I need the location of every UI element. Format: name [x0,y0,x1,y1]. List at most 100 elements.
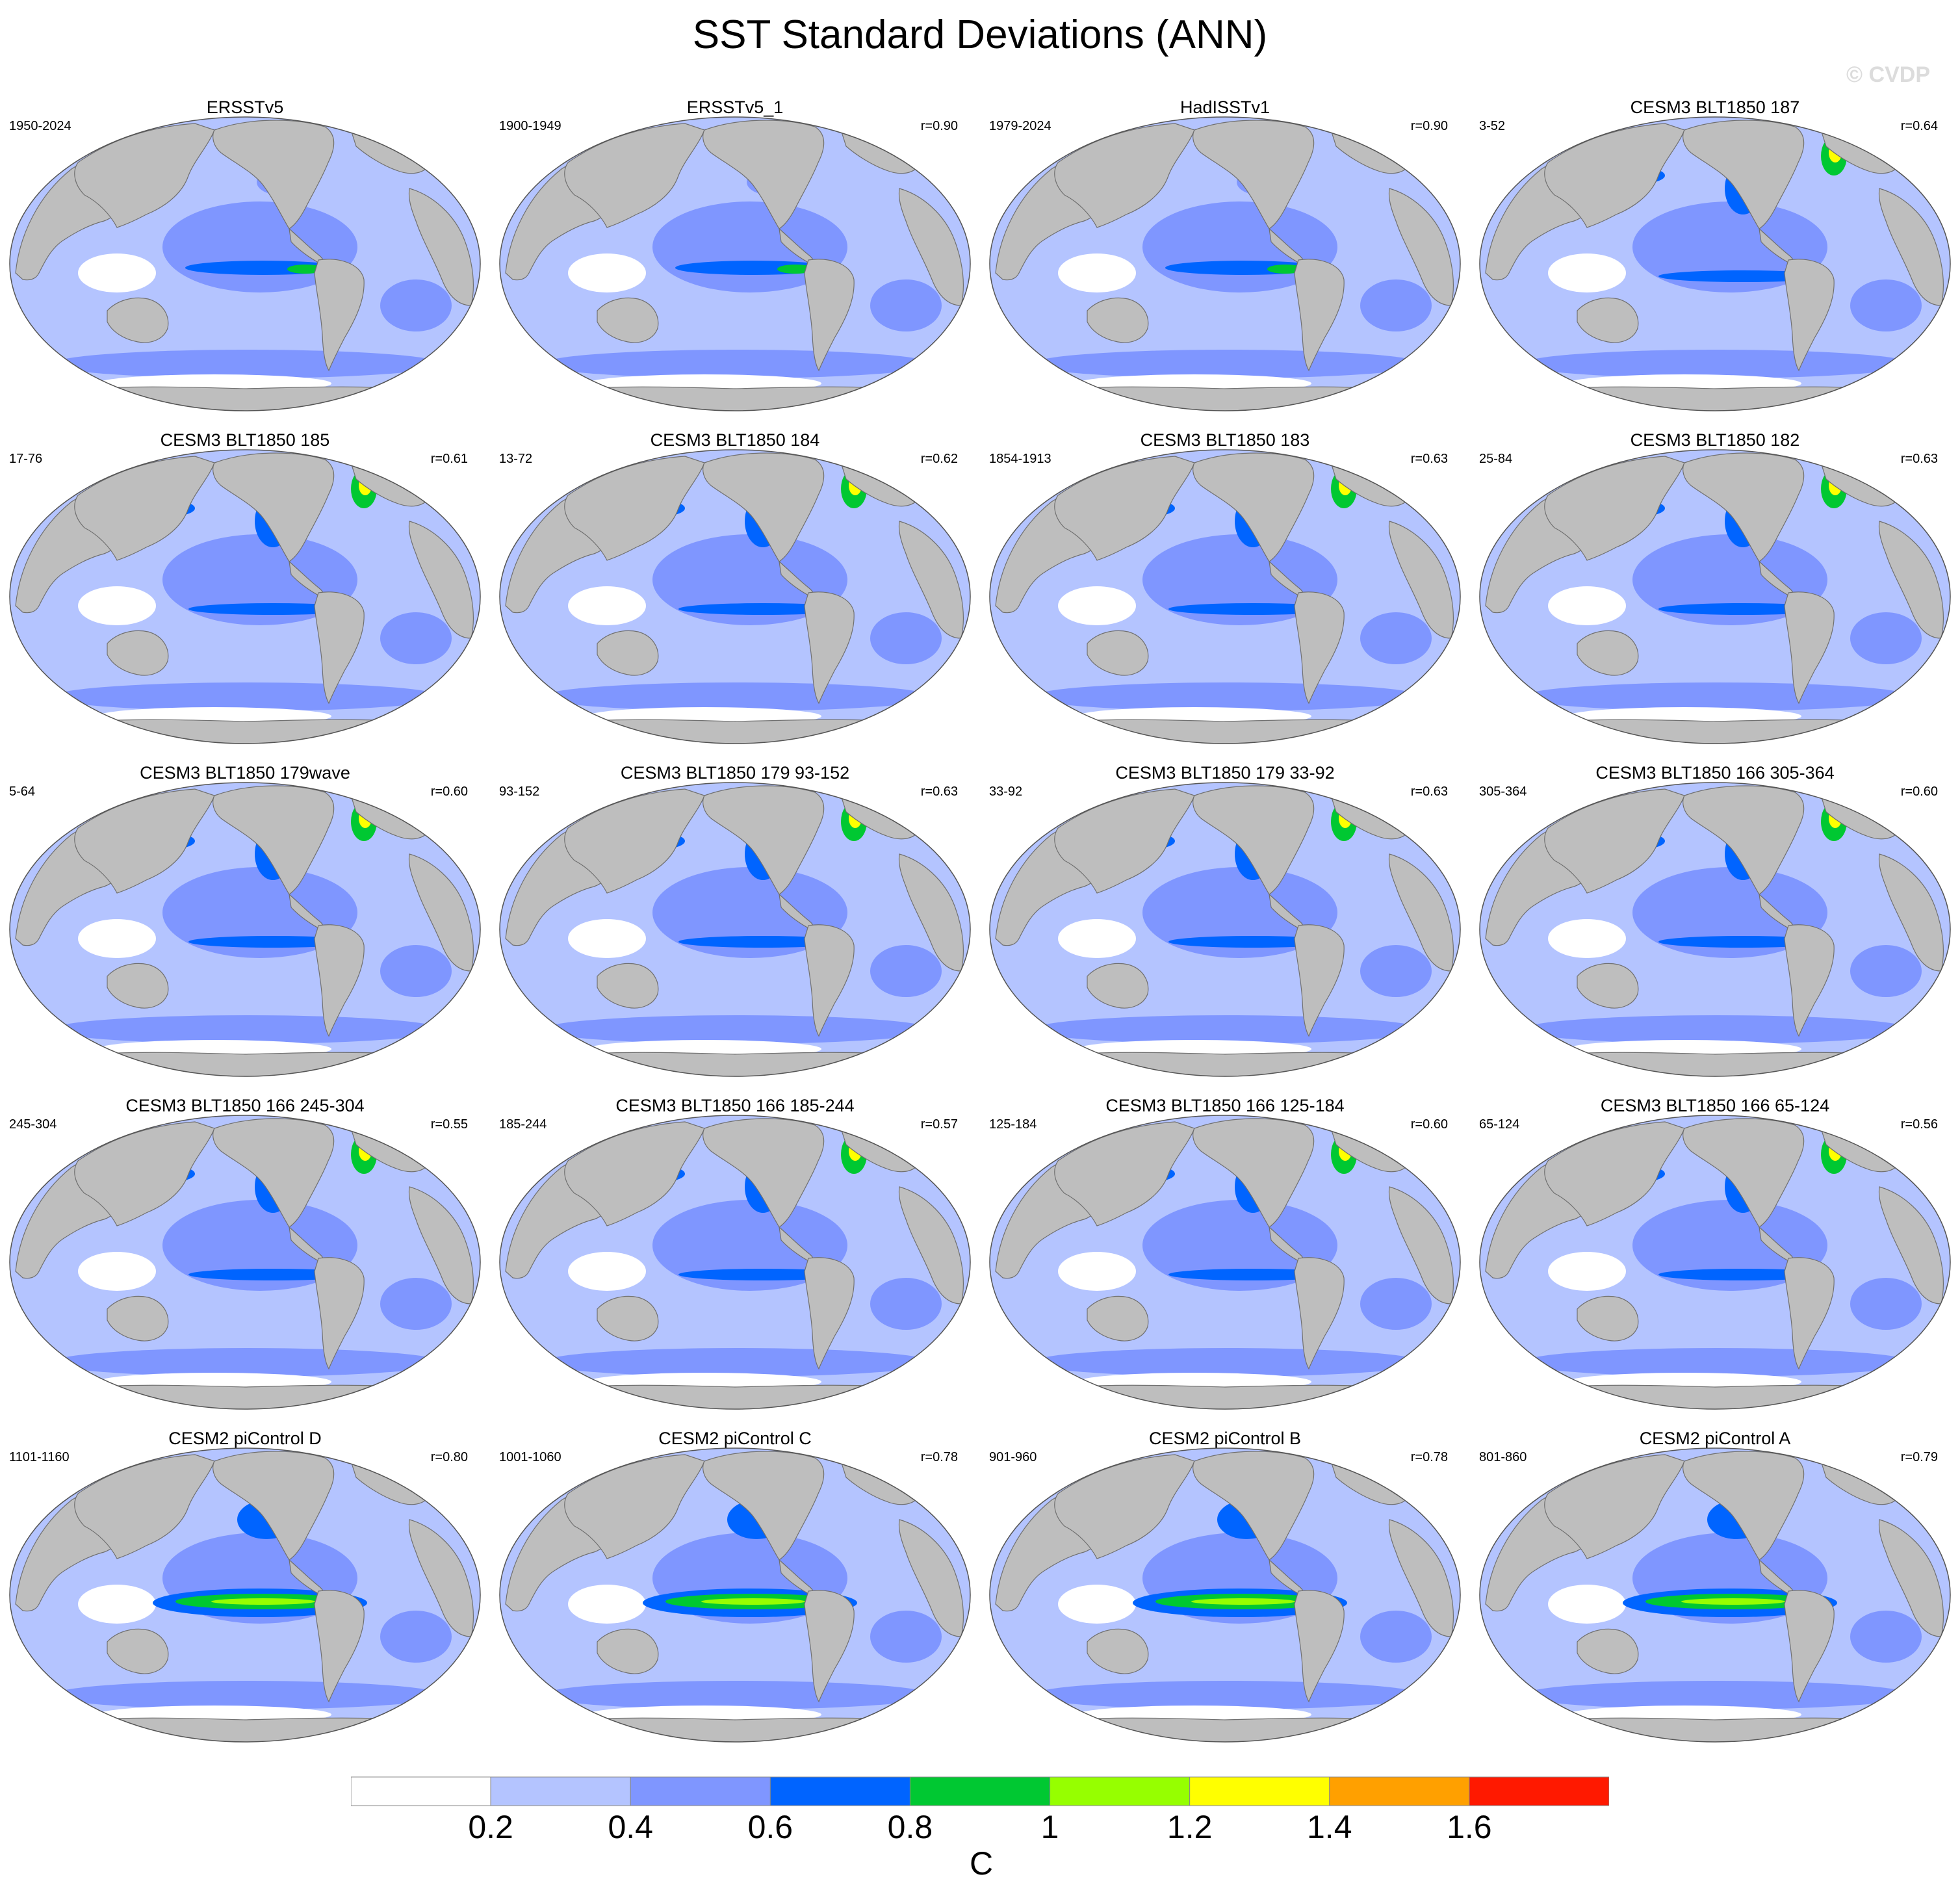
pacific-patch [162,1200,357,1291]
warm-pool-low [1058,586,1136,625]
enso-core [777,265,814,274]
panel-title: CESM2 piControl D [168,1429,322,1448]
southern-ocean-patch [52,1681,442,1709]
panel-years: 1900-1949 [499,119,561,133]
panel-title: CESM3 BLT1850 166 125-184 [1105,1096,1345,1115]
panel-title: CESM3 BLT1850 179wave [140,763,350,783]
land-mass [1388,188,1454,306]
enso-peak [1191,1598,1295,1605]
land-mass [408,1186,474,1304]
panel-correlation: r=0.80 [430,1450,468,1464]
map-outline [9,1447,481,1743]
colorbar-tick-label: 0.8 [887,1809,933,1845]
panel-correlation: r=0.63 [1410,785,1448,799]
figure-title: SST Standard Deviations (ANN) [692,12,1268,57]
panel-title: CESM3 BLT1850 184 [650,430,820,450]
colorbar-swatch [351,1776,491,1806]
land-mass [1193,785,1315,895]
panel-title: CESM3 BLT1850 183 [1140,430,1310,450]
land-mass [1054,123,1195,228]
warm-pool-low [1548,919,1626,958]
land-mass [1784,1590,1835,1703]
atlantic-patch [1850,945,1922,997]
land-mass [1878,853,1944,972]
map-panel: ERSSTv5 1950-2024 [0,0,490,411]
land-mass [408,521,474,639]
warm-pool-low [1548,1252,1626,1291]
land-mass [107,297,169,343]
land-mass [107,630,169,676]
map-panel: CESM3 BLT1850 179 33-92 33-92 r=0.63 [980,666,1470,1077]
colorbar-tick-label: 0.4 [608,1809,653,1845]
land-mass [703,1118,825,1228]
atlantic-patch [380,279,452,331]
map-outline [1479,1115,1951,1410]
land-mass [1683,452,1805,562]
southern-ocean-patch [1522,1681,1912,1709]
atlantic-patch [380,612,452,664]
land-mass [408,188,474,306]
land-mass [564,123,705,228]
map-outline [1479,1447,1951,1743]
map-panel: CESM2 piControl B 901-960 r=0.78 [980,1331,1470,1743]
map-outline [9,116,481,411]
land-mass [1683,1118,1805,1228]
atlantic-patch [1360,612,1432,664]
land-mass [1878,1519,1944,1637]
atlantic-patch [870,945,942,997]
land-mass [213,452,335,562]
warm-pool-low [568,1585,646,1624]
southern-ocean-patch [542,350,932,378]
land-mass [1544,1454,1685,1559]
atlantic-patch [380,1278,452,1330]
map-outline [499,1447,971,1743]
southern-ocean-patch [52,1015,442,1044]
panel-title: CESM3 BLT1850 166 65-124 [1600,1096,1830,1115]
map-outline [1479,449,1951,744]
map-outline [989,1115,1461,1410]
map-outline [989,782,1461,1077]
map-outline [9,782,481,1077]
map-panel: CESM3 BLT1850 166 305-364 305-364 r=0.60 [1470,666,1960,1077]
panel-title: CESM2 piControl B [1148,1429,1302,1448]
land-mass [314,1590,365,1703]
panel-correlation: r=0.90 [920,119,958,133]
land-mass [1683,785,1805,895]
land-mass [1294,591,1345,705]
colorbar-tick-label: 1 [1040,1809,1059,1845]
enso-core [1267,265,1304,274]
panel-years: 305-364 [1479,785,1527,799]
colorbar-tick-label: 1.6 [1447,1809,1492,1845]
panel-correlation: r=0.64 [1900,119,1938,133]
world-map [1479,1115,1951,1410]
atlantic-patch [870,1611,942,1663]
land-mass [1784,591,1835,705]
panel-years: 17-76 [9,452,43,466]
land-mass [1193,452,1315,562]
map-panel: CESM3 BLT1850 166 245-304 245-304 r=0.55 [0,998,490,1410]
panel-correlation: r=0.78 [920,1450,958,1464]
land-mass [74,1454,215,1559]
world-map [9,116,481,411]
southern-ocean-patch [1522,682,1912,711]
land-mass [1577,1628,1639,1674]
land-mass [804,259,855,372]
panel-correlation: r=0.62 [920,452,958,466]
map-panel: CESM3 BLT1850 166 65-124 65-124 r=0.56 [1470,998,1960,1410]
land-mass [107,1628,169,1674]
southern-ocean-patch [542,1348,932,1377]
panel-years: 1101-1160 [9,1450,70,1464]
warm-pool-low [78,586,156,625]
land-mass [1294,1590,1345,1703]
southern-ocean-patch [1032,1348,1422,1377]
colorbar-tick-label: 1.4 [1307,1809,1352,1845]
land-mass [314,591,365,705]
atlantic-patch [1850,1278,1922,1330]
pacific-patch [652,867,847,958]
warm-pool-low [78,1585,156,1624]
land-mass [1544,788,1685,894]
panel-correlation: r=0.55 [430,1117,468,1132]
land-mass [107,963,169,1009]
panel-correlation: r=0.63 [1900,452,1938,466]
southern-ocean-patch [1522,1348,1912,1377]
